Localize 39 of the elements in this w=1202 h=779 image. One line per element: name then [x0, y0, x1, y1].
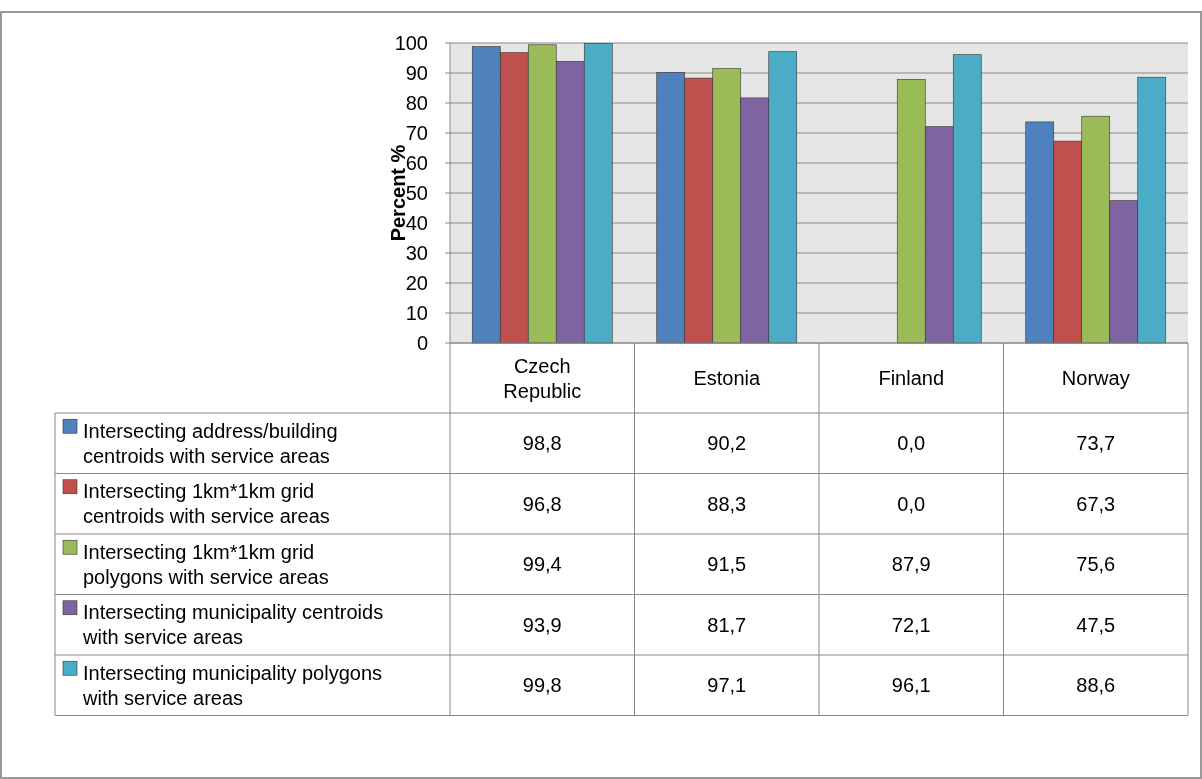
data-label: 0,0 — [897, 492, 926, 515]
data-label: 90,2 — [707, 432, 747, 455]
data-label: 81,7 — [707, 613, 747, 636]
y-tick-label: 10 — [405, 302, 428, 324]
data-label: 99,8 — [522, 674, 562, 697]
data-label: 47,5 — [1076, 613, 1116, 636]
data-label: 99,4 — [522, 553, 562, 576]
data-label: 91,5 — [707, 553, 747, 576]
data-label: 88,3 — [707, 492, 747, 515]
data-label: 67,3 — [1076, 492, 1116, 515]
legend-label: Intersecting municipality centroids with service areas — [82, 601, 384, 649]
y-tick-label: 0 — [416, 332, 428, 354]
data-label: 0,0 — [897, 432, 926, 455]
x-tick-label: Czech Republic — [503, 354, 582, 402]
x-tick-label: Finland — [878, 367, 945, 389]
y-tick-label: 80 — [405, 92, 428, 114]
legend-label: Intersecting 1km*1km grid centroids with service areas — [83, 480, 330, 528]
data-label: 93,9 — [522, 613, 562, 636]
y-tick-label: 50 — [405, 182, 428, 204]
y-tick-label: 20 — [405, 272, 428, 294]
data-label: 98,8 — [522, 432, 562, 455]
data-label: 87,9 — [891, 553, 931, 576]
legend-label: Intersecting address/building centroids with service areas — [83, 419, 338, 467]
y-tick-label: 90 — [405, 62, 428, 84]
data-label: 72,1 — [891, 613, 931, 636]
data-label: 73,7 — [1076, 432, 1116, 455]
data-label: 96,1 — [891, 674, 931, 697]
y-tick-label: 40 — [405, 212, 428, 234]
data-label: 96,8 — [522, 492, 562, 515]
x-tick-label: Norway — [1061, 367, 1130, 389]
legend-label: Intersecting municipality polygons with service areas — [82, 661, 383, 709]
data-label: 97,1 — [707, 674, 747, 697]
x-tick-label: Estonia — [693, 367, 761, 389]
y-tick-label: 30 — [405, 242, 428, 264]
y-tick-label: 70 — [405, 122, 428, 144]
data-label: 75,6 — [1076, 553, 1116, 576]
y-tick-label: 100 — [394, 32, 428, 54]
legend-label: Intersecting 1km*1km grid polygons with service areas — [83, 540, 329, 588]
data-label: 88,6 — [1076, 674, 1116, 697]
